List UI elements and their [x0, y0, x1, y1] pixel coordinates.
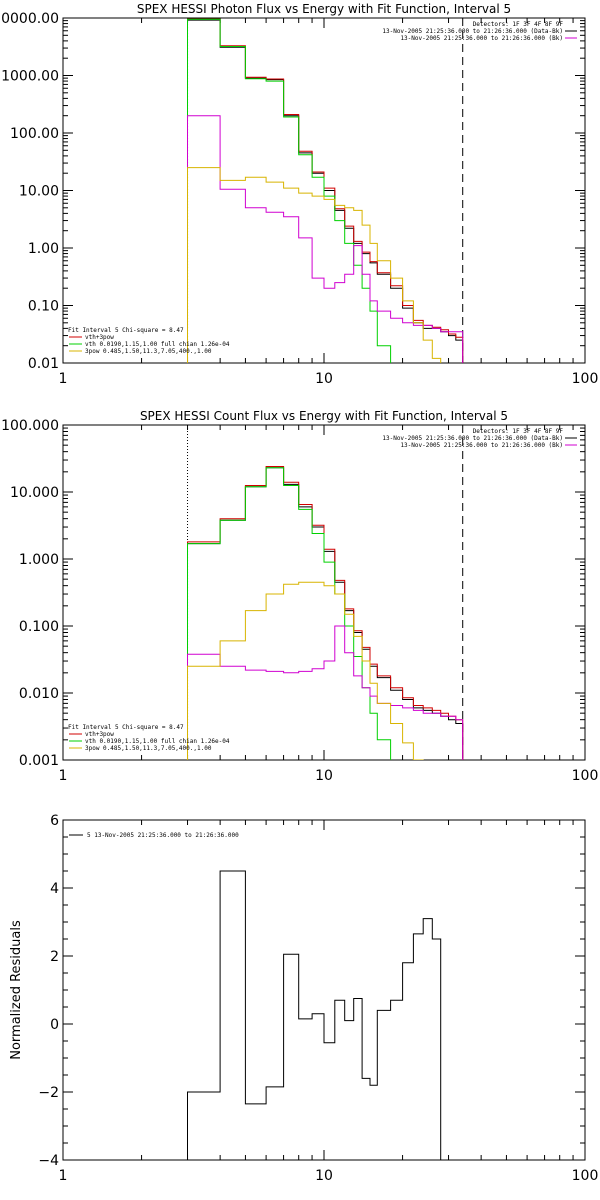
x-tick-label: 100: [572, 1168, 599, 1184]
legend-topright-entry: 13-Nov-2005 21:25:36.000 to 21:26:36.000…: [382, 28, 563, 35]
y-tick-label: 100.000: [1, 418, 59, 434]
series-red-line: [187, 466, 464, 760]
legend-bottomleft-entry: vth+3pow: [85, 334, 114, 341]
plot-area: [187, 18, 464, 363]
series-yellow-line: [187, 581, 424, 760]
legend-topright-entry: 13-Nov-2005 21:25:36.000 to 21:26:36.000…: [400, 442, 563, 449]
x-tick-label: 10: [315, 1168, 333, 1184]
legend-topright-entry: 13-Nov-2005 21:25:36.000 to 21:26:36.000…: [382, 435, 563, 442]
y-tick-label: 0.10: [28, 299, 59, 315]
y-tick-label: 10.000: [10, 485, 59, 501]
x-tick-label: 1: [59, 768, 68, 784]
y-tick-label: 4: [50, 881, 59, 897]
series-green-line: [187, 467, 392, 760]
plot-frame: [62, 424, 586, 761]
legend-bottomleft-entry: Fit Interval 5 Chi-square = 8.47: [68, 724, 184, 731]
legend-bottomleft-entry: vth 0.0190,1.15,1.00 full chian 1.26e-04: [85, 738, 230, 745]
y-tick-label: 10.00: [19, 184, 59, 200]
legend-bottomleft-entry: vth+3pow: [85, 731, 114, 738]
y-tick-label: 10000.00: [0, 11, 59, 27]
series-black-line: [187, 870, 442, 1160]
chart-title: SPEX HESSI Count Flux vs Energy with Fit…: [140, 409, 508, 423]
y-tick-label: 0.01: [28, 356, 59, 372]
series-magenta-line: [187, 115, 464, 363]
legend-topright-entry: Detectors: 1F 3F 4F 8F 9F: [473, 21, 564, 28]
x-tick-label: 1: [59, 371, 68, 387]
legend-bottomleft-entry: vth 0.0190,1.15,1.00 full chian 1.26e-04: [85, 341, 230, 348]
y-tick-label: 100.00: [10, 126, 59, 142]
legend-bottomleft-entry: Fit Interval 5 Chi-square = 8.47: [68, 327, 184, 334]
y-tick-label: 1000.00: [1, 69, 59, 85]
series-red-line: [187, 18, 464, 363]
y-tick-label: 0.100: [19, 619, 59, 635]
legend-topleft-entry: 5 13-Nov-2005 21:25:36.000 to 21:26:36.0…: [87, 832, 239, 839]
chart-panel-1: SPEX HESSI Photon Flux vs Energy with Fi…: [0, 2, 598, 387]
plot-area: [187, 466, 464, 760]
y-tick-label: 6: [50, 813, 59, 829]
series-black-line: [187, 19, 464, 363]
x-tick-label: 100: [572, 768, 599, 784]
y-tick-label: −4: [38, 1153, 59, 1169]
x-tick-label: 100: [572, 371, 599, 387]
y-tick-label: 0.010: [19, 686, 59, 702]
chart-panel-3: 1 10 100 −4 −2 0 2 4 6 Normalized Residuals 5 13-N…: [9, 813, 598, 1184]
y-tick-label: 2: [50, 949, 59, 965]
series-black-line: [187, 467, 464, 760]
plot-frame: [62, 819, 586, 1161]
legend-topright-entry: Detectors: 1F 3F 4F 8F 9F: [473, 428, 564, 435]
y-tick-label: 1.00: [28, 241, 59, 257]
series-green-line: [187, 18, 392, 363]
chart-title: SPEX HESSI Photon Flux vs Energy with Fi…: [137, 2, 511, 16]
legend-bottomleft-entry: 3pow 0.485,1.50,11.3,7.05,400.,1.00: [85, 348, 212, 355]
y-tick-label: −2: [38, 1085, 59, 1101]
chart-panel-2: SPEX HESSI Count Flux vs Energy with Fit…: [1, 409, 598, 784]
y-tick-label: 0: [50, 1017, 59, 1033]
legend-bottomleft-entry: 3pow 0.485,1.50,11.3,7.05,400.,1.00: [85, 745, 212, 752]
x-tick-label: 10: [315, 768, 333, 784]
y-tick-label: 1.000: [19, 552, 59, 568]
plot-area: [187, 870, 442, 1160]
y-axis-label: Normalized Residuals: [9, 920, 24, 1060]
series-magenta-line: [187, 625, 464, 760]
legend-topright-entry: 13-Nov-2005 21:25:36.000 to 21:26:36.000…: [400, 35, 563, 42]
y-tick-label: 0.001: [19, 753, 59, 769]
x-tick-label: 1: [59, 1168, 68, 1184]
series-yellow-line: [187, 167, 442, 363]
x-tick-label: 10: [315, 371, 333, 387]
